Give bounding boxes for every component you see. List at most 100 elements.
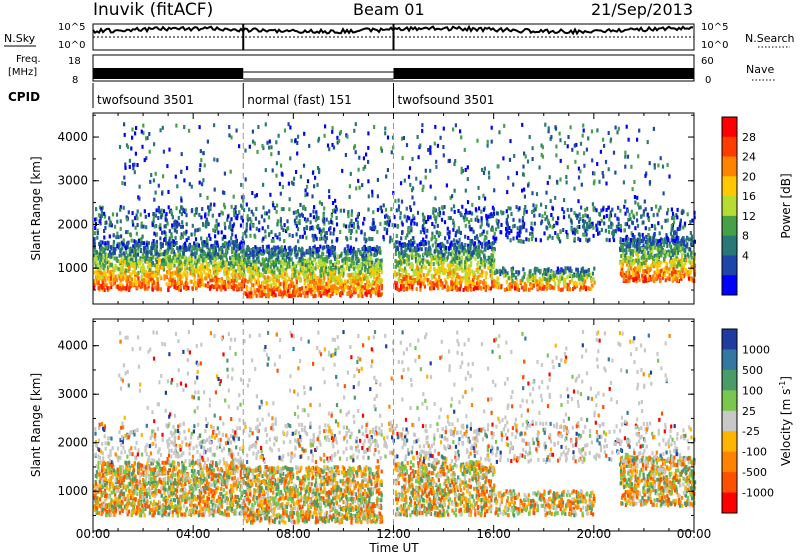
cell (666, 244, 669, 249)
cell (280, 264, 283, 269)
cell (104, 241, 107, 246)
cell (259, 291, 262, 296)
cell (335, 275, 338, 280)
cell (452, 285, 455, 290)
cell (518, 229, 521, 234)
cell (93, 253, 96, 258)
cell (230, 217, 233, 222)
cell (123, 260, 126, 265)
cell (636, 270, 639, 274)
cell (119, 226, 122, 231)
cell (273, 248, 277, 253)
cell (394, 285, 397, 290)
cell (311, 253, 314, 258)
cell (529, 284, 533, 289)
cell (146, 245, 149, 250)
cell (295, 269, 298, 274)
cell (245, 292, 248, 297)
cell (404, 281, 407, 286)
cell (338, 278, 341, 283)
cell (411, 264, 414, 269)
cell (663, 266, 666, 271)
cell (184, 262, 187, 267)
cell (427, 240, 430, 245)
cell (219, 267, 222, 272)
cell (562, 281, 565, 286)
cell (580, 205, 583, 210)
cell (450, 281, 453, 285)
cell (442, 253, 445, 258)
cell (250, 252, 253, 257)
cell (263, 258, 266, 263)
cell (189, 255, 192, 260)
cell (236, 260, 239, 265)
cell (480, 209, 483, 214)
cell (125, 262, 128, 267)
cell (480, 218, 483, 223)
cell (150, 254, 153, 259)
nsearch-label: N.Search (745, 32, 795, 45)
cell (442, 268, 445, 273)
cell (457, 209, 460, 213)
cell (289, 259, 292, 264)
cell (295, 224, 298, 229)
cell (339, 230, 342, 234)
cell (167, 241, 170, 246)
cell (583, 272, 586, 277)
cell (623, 258, 626, 263)
cell (426, 253, 429, 258)
cell (307, 264, 311, 269)
cell (562, 215, 566, 220)
cell (546, 236, 549, 241)
cell (180, 212, 183, 217)
cell (484, 270, 487, 275)
cell (225, 274, 229, 279)
cell (529, 231, 532, 236)
cell (642, 255, 646, 260)
cell (469, 283, 472, 288)
cell (467, 279, 470, 284)
cell (585, 237, 588, 242)
cell (275, 278, 278, 283)
cell (517, 287, 521, 292)
cell (127, 240, 130, 245)
cell (189, 271, 192, 276)
cell (422, 257, 425, 262)
cell (200, 236, 203, 241)
cell (141, 263, 145, 268)
cell (671, 278, 674, 283)
cell (213, 285, 216, 290)
cell (173, 263, 176, 268)
cell (646, 238, 649, 243)
cell (659, 246, 662, 251)
cell (182, 243, 185, 248)
cell (635, 279, 638, 284)
cell (144, 285, 147, 290)
cell (345, 250, 348, 255)
cell (169, 259, 172, 264)
cell (627, 273, 630, 278)
cell (161, 242, 164, 247)
noise-panel-ticks (242, 24, 395, 50)
cell (312, 226, 315, 231)
cell (416, 243, 419, 248)
cell (327, 268, 330, 273)
cell (474, 246, 477, 251)
cell (164, 234, 167, 239)
cell (171, 248, 174, 252)
cell (299, 278, 302, 283)
cell (427, 278, 430, 283)
cell (439, 266, 442, 271)
cell (331, 278, 334, 283)
cell (285, 229, 288, 234)
cell (634, 226, 637, 231)
cell (411, 280, 414, 285)
cell (664, 272, 667, 277)
cell (505, 287, 509, 292)
cell (185, 263, 188, 268)
cell (361, 247, 364, 251)
cell (126, 275, 129, 280)
cell (409, 275, 412, 280)
cell (204, 276, 207, 281)
cell (240, 266, 243, 271)
